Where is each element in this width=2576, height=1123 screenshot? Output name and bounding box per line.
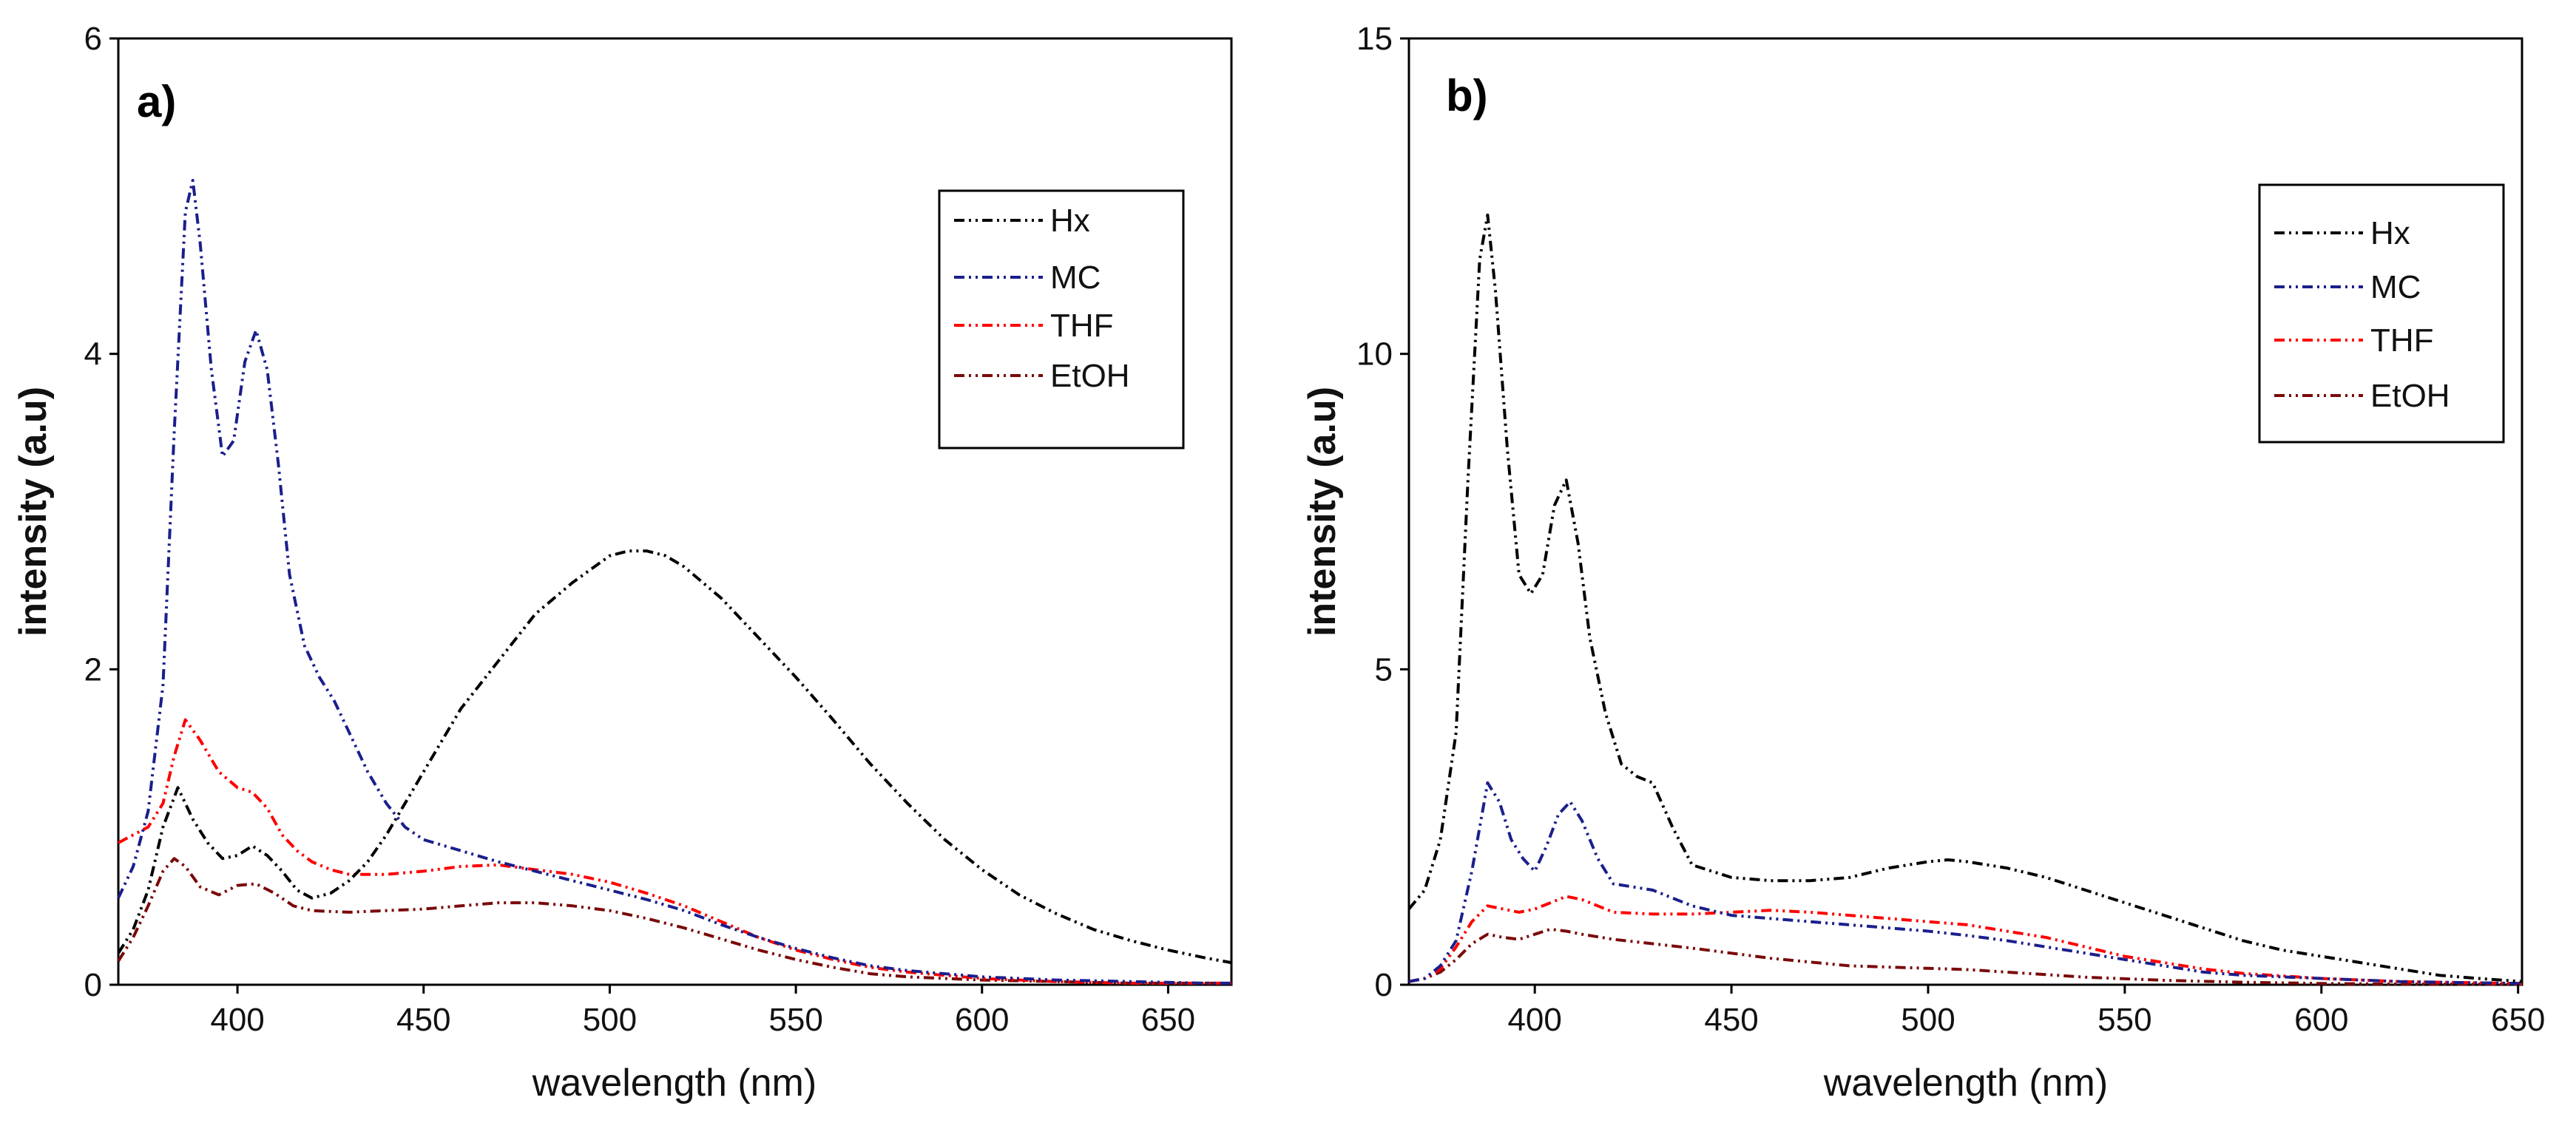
- panel-b-y-axis-label: intensity (a.u): [1301, 387, 1344, 637]
- panel-a-series-mc: [117, 179, 1231, 985]
- panel-b-series-mc: [1408, 781, 2523, 985]
- panel-a-y-tick-label: 6: [84, 21, 102, 57]
- panel-b-y-tick-label: 5: [1375, 651, 1393, 688]
- panel-b-y-tick-label: 10: [1356, 336, 1393, 373]
- panel-b-legend-label-hx: Hx: [2370, 215, 2410, 251]
- panel-b-plot-frame: [1407, 37, 2523, 986]
- panel-b-y-tick-label: 15: [1356, 21, 1393, 57]
- panel-a-x-tick-label: 550: [768, 1002, 822, 1038]
- panel-a-x-tick-label: 400: [210, 1002, 264, 1038]
- panel-a-legend-label-etoh: EtOH: [1050, 358, 1130, 394]
- panel-a-y-tick-label: 2: [84, 651, 102, 688]
- panel-a-series-thf: [118, 718, 1231, 985]
- panel-a-plot-frame: [117, 37, 1233, 986]
- panel-b-legend-label-mc: MC: [2370, 269, 2421, 305]
- panel-b: 400 450 500 550 600 650 0 5 10 15 b) wavelength …: [1301, 21, 2545, 1105]
- panel-b-series-etoh: [1408, 927, 2522, 986]
- panel-a-x-ticks: 400 450 500 550 600 650: [210, 985, 1195, 1038]
- panel-a-y-axis-label: intensity (a.u): [12, 387, 55, 637]
- panel-b-x-tick-label: 600: [2294, 1002, 2348, 1038]
- panel-a-legend: Hx MC THF EtOH: [938, 189, 1185, 449]
- panel-b-x-axis-label: wavelength (nm): [1823, 1062, 2108, 1105]
- panel-a-legend-box: [938, 189, 1185, 449]
- panel-b-legend-label-thf: THF: [2370, 322, 2434, 359]
- panel-a-y-ticks: 0 2 4 6: [84, 21, 118, 1003]
- panel-a-x-tick-label: 450: [396, 1002, 450, 1038]
- panel-b-y-ticks: 0 5 10 15: [1356, 21, 1409, 1003]
- panel-a-series-group: [117, 179, 1232, 985]
- panel-b-series-thf: [1408, 895, 2523, 985]
- panel-b-x-tick-label: 400: [1507, 1002, 1561, 1038]
- panel-b-x-tick-label: 650: [2491, 1002, 2545, 1038]
- panel-a-label: a): [137, 77, 176, 126]
- panel-b-x-tick-label: 450: [1704, 1002, 1758, 1038]
- panel-b-legend-label-etoh: EtOH: [2370, 378, 2450, 414]
- panel-b-x-tick-label: 550: [2097, 1002, 2151, 1038]
- panel-a-x-tick-label: 650: [1141, 1002, 1195, 1038]
- panel-a: 400 450 500 550 600 650 0 2 4 6 a) wavelength (n…: [12, 21, 1233, 1105]
- panel-a-x-tick-label: 500: [583, 1002, 637, 1038]
- panel-a-legend-label-thf: THF: [1050, 308, 1114, 344]
- panel-a-x-axis-label: wavelength (nm): [532, 1062, 817, 1105]
- panel-a-series-hx: [117, 549, 1232, 965]
- panel-a-y-tick-label: 4: [84, 336, 102, 373]
- panel-a-x-tick-label: 600: [955, 1002, 1009, 1038]
- panel-b-x-ticks: 400 450 500 550 600 650: [1507, 985, 2545, 1038]
- panel-b-label: b): [1446, 71, 1488, 121]
- panel-a-legend-label-hx: Hx: [1050, 203, 1090, 239]
- panel-b-series-hx: [1407, 213, 2523, 983]
- panel-a-y-tick-label: 0: [84, 967, 102, 1003]
- panel-b-y-tick-label: 0: [1375, 967, 1393, 1003]
- panel-b-x-tick-label: 500: [1901, 1002, 1955, 1038]
- panel-a-series-etoh: [117, 857, 1231, 985]
- panel-b-legend-box: [2258, 183, 2505, 444]
- panel-b-legend: Hx MC THF EtOH: [2258, 183, 2505, 444]
- panel-a-legend-label-mc: MC: [1050, 259, 1101, 296]
- panel-b-series-group: [1407, 213, 2523, 986]
